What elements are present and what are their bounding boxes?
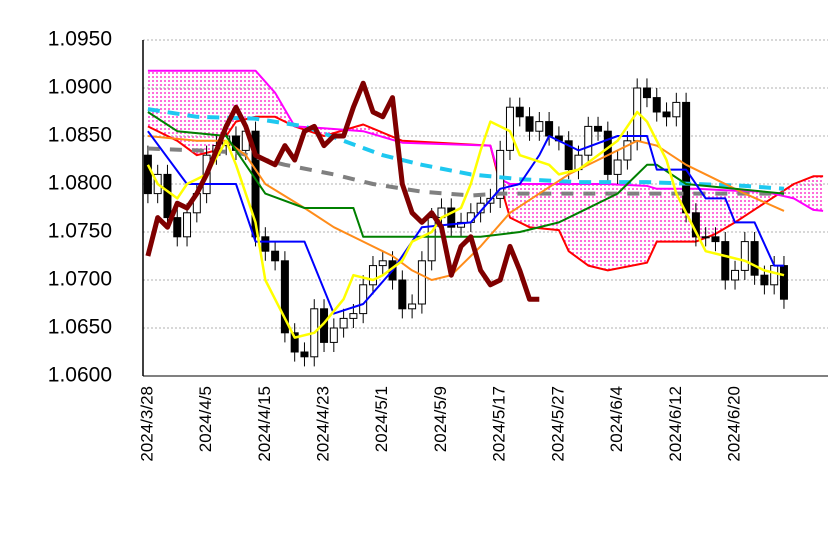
- x-tick-label: 2024/6/4: [607, 386, 626, 452]
- x-tick-label: 2024/4/23: [314, 386, 333, 462]
- candle-body: [173, 217, 182, 238]
- candle-body: [613, 159, 622, 175]
- candle-body: [760, 274, 769, 286]
- candle-body: [163, 173, 172, 219]
- candle-body: [545, 121, 554, 137]
- candle-body: [368, 265, 377, 286]
- line: [147, 130, 784, 315]
- x-tick-label: 2024/5/27: [548, 386, 567, 462]
- candle-body: [711, 236, 720, 243]
- candle-body: [349, 313, 358, 319]
- x-tick-label: 2024/5/9: [431, 386, 450, 452]
- candle-body: [378, 260, 387, 267]
- y-tick-label: 1.0750: [48, 220, 112, 243]
- candle-body: [329, 327, 338, 343]
- candle-body: [750, 241, 759, 276]
- candle-body: [642, 87, 651, 99]
- y-tick-label: 1.0850: [48, 124, 112, 147]
- candle-body: [339, 317, 348, 329]
- y-tick-label: 1.0650: [48, 316, 112, 339]
- candle-body: [721, 241, 730, 281]
- candle-body: [584, 125, 593, 156]
- candle-body: [417, 260, 426, 305]
- candle-body: [515, 106, 524, 118]
- line: [147, 146, 784, 198]
- y-tick-label: 1.0600: [48, 364, 112, 387]
- line: [146, 110, 785, 339]
- x-tick-label: 2024/6/20: [725, 386, 744, 462]
- y-tick-label: 1.0800: [48, 172, 112, 195]
- line: [145, 80, 540, 302]
- candle-body: [740, 241, 749, 271]
- x-tick-label: 2024/5/1: [372, 386, 391, 452]
- x-tick-label: 2024/3/28: [137, 386, 156, 462]
- cloud-fill: [147, 70, 824, 271]
- candle-body: [359, 284, 368, 315]
- candle-body: [398, 279, 407, 310]
- x-tick-label: 2024/4/5: [196, 386, 215, 452]
- candle-body: [662, 111, 671, 118]
- candle-body: [300, 351, 309, 358]
- candle-body: [143, 154, 152, 195]
- line: [147, 111, 785, 238]
- candle-body: [290, 332, 299, 353]
- candle-body: [447, 207, 456, 228]
- x-tick-label: 2024/5/17: [490, 386, 509, 462]
- candle-body: [594, 125, 603, 132]
- candle-body: [770, 265, 779, 286]
- candle-body: [427, 217, 436, 262]
- y-tick-label: 1.0700: [48, 268, 112, 291]
- candle-body: [672, 101, 681, 118]
- x-tick-label: 2024/6/12: [666, 386, 685, 462]
- x-tick-label: 2024/4/15: [255, 386, 274, 462]
- candle-body: [280, 260, 289, 334]
- candle-body: [496, 149, 505, 199]
- candle-body: [525, 116, 534, 132]
- candle-body: [701, 236, 710, 239]
- candle-body: [564, 140, 573, 171]
- candle-body: [261, 236, 270, 252]
- candle-body: [623, 140, 632, 161]
- candle-body: [271, 250, 280, 262]
- candle-body: [183, 212, 192, 238]
- candle-body: [779, 265, 788, 300]
- y-tick-label: 1.0900: [48, 76, 112, 99]
- y-tick-label: 1.0950: [48, 28, 112, 51]
- candle-body: [682, 101, 691, 214]
- candle-body: [731, 269, 740, 281]
- candle-body: [535, 121, 544, 132]
- line: [147, 115, 824, 272]
- candle-body: [652, 97, 661, 113]
- candle-body: [408, 303, 417, 310]
